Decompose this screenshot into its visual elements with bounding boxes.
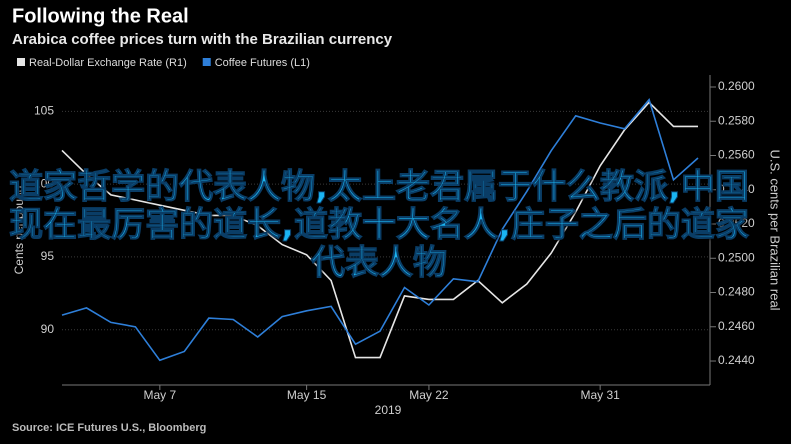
y2-tick-label: 0.2540 (718, 182, 755, 196)
y2-tick-label: 0.2580 (718, 113, 755, 127)
legend-swatch (17, 58, 25, 66)
series-line (61, 98, 699, 362)
y-tick-label: 95 (41, 249, 55, 263)
chart-title: Following the Real (12, 5, 189, 27)
y2-tick-label: 0.2560 (718, 148, 755, 162)
x-tick-label: May 31 (580, 388, 620, 402)
x-tick-label: May 7 (144, 388, 177, 402)
legend-swatch (202, 58, 211, 66)
y-tick-label: 105 (34, 104, 54, 118)
y2-tick-label: 0.2460 (718, 319, 755, 333)
y2-tick-label: 0.2480 (718, 285, 755, 299)
x-tick-label: May 22 (409, 388, 449, 402)
y-axis-label: Cents per pound (12, 186, 26, 275)
source: Source: ICE Futures U.S., Bloomberg (12, 422, 206, 434)
legend-label: Real-Dollar Exchange Rate (R1) (29, 57, 187, 69)
overlay-text: 道家哲学的代表人物,太上老君属于什么教派,中国现在最厉害的道长,道教十大名人,庄… (9, 167, 750, 283)
y-tick-label: 100 (34, 176, 54, 190)
y-tick-label: 90 (41, 322, 55, 336)
y2-tick-label: 0.2600 (718, 79, 755, 93)
x-tick-label: May 15 (287, 388, 327, 402)
chart-subtitle: Arabica coffee prices turn with the Braz… (12, 31, 393, 48)
y2-tick-label: 0.2520 (718, 216, 755, 230)
y2-tick-label: 0.2440 (718, 353, 755, 367)
x-axis-label: 2019 (375, 403, 402, 417)
legend-label: Coffee Futures (L1) (215, 57, 310, 69)
y2-axis-label: U.S. cents per Brazilian real (768, 149, 783, 310)
y2-tick-label: 0.2500 (718, 250, 755, 264)
series-line (61, 101, 698, 359)
